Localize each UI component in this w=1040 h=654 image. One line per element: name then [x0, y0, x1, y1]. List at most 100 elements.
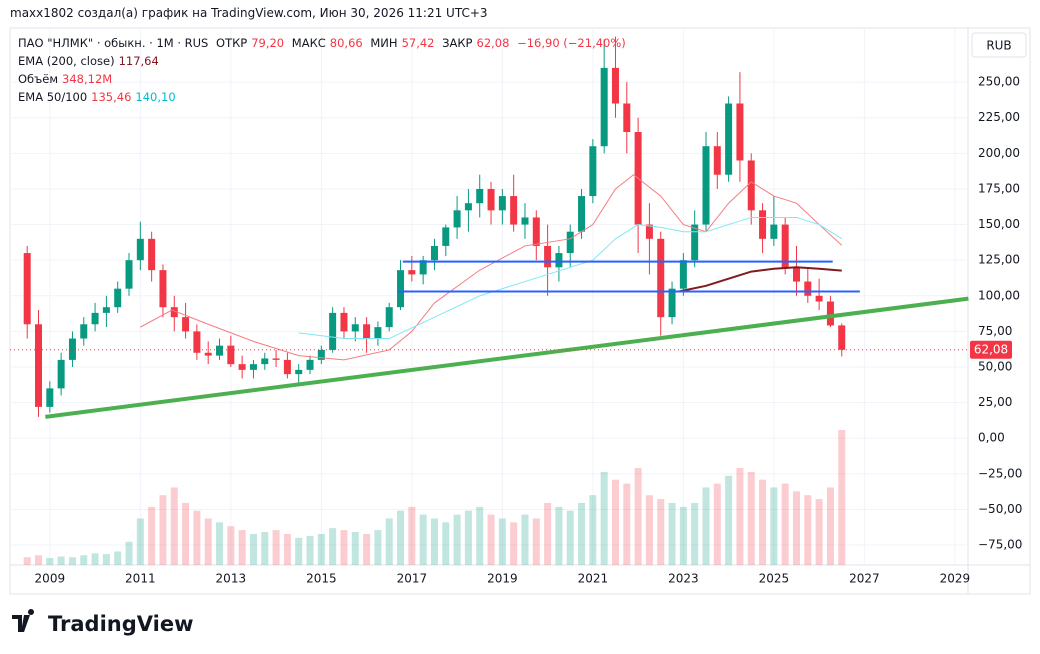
candle-body — [544, 245, 552, 268]
candle-body — [815, 295, 823, 302]
volume-bar — [815, 499, 823, 565]
candle-body — [283, 359, 291, 375]
candle-body — [249, 364, 257, 370]
ema50: 135,46 — [91, 90, 132, 104]
candle-body — [317, 349, 325, 360]
candle-body — [589, 146, 597, 197]
high: 80,66 — [329, 36, 363, 50]
x-tick-label: 2029 — [940, 572, 971, 586]
volume-bar — [295, 537, 303, 565]
candle-body — [306, 359, 314, 370]
candle-body — [238, 364, 246, 370]
volume-bar — [657, 499, 665, 565]
candle-body — [408, 270, 416, 275]
high-label: МАКС — [291, 36, 326, 50]
candle-body — [510, 196, 518, 225]
candle-body — [216, 345, 224, 356]
candle-body — [419, 260, 427, 275]
ema200-label: EMA (200, close) — [18, 54, 115, 68]
candle-body — [713, 146, 721, 175]
candle-body — [759, 210, 767, 239]
candle-body — [114, 288, 122, 308]
volume-bar — [725, 475, 733, 565]
ema-line — [678, 266, 842, 293]
logo-icon — [12, 609, 35, 632]
candle-body — [80, 324, 88, 339]
volume-bar — [634, 468, 642, 565]
volume-bar — [679, 506, 687, 565]
volume-bar — [136, 518, 144, 565]
volume-bar — [363, 533, 371, 565]
volume-bar — [645, 495, 653, 565]
candle-body — [430, 245, 438, 261]
y-tick-label: −50,00 — [978, 502, 1022, 516]
volume-bar — [838, 430, 846, 565]
x-tick-label: 2021 — [578, 572, 609, 586]
volume-bar — [792, 491, 800, 565]
ema-line — [298, 216, 843, 340]
candle-body — [272, 358, 280, 360]
volume-bar — [159, 495, 167, 565]
x-tick-label: 2017 — [397, 572, 428, 586]
candle-body — [611, 67, 619, 104]
volume-bar — [476, 506, 484, 565]
candle-body — [35, 324, 43, 407]
open-label: ОТКР — [216, 36, 248, 50]
volume-bar — [351, 532, 359, 565]
volume-bar — [555, 506, 563, 565]
volume-bar — [216, 522, 224, 565]
volume-bar — [826, 487, 834, 565]
candle-body — [532, 217, 540, 246]
volume-bar — [340, 530, 348, 565]
candle-body — [838, 325, 846, 350]
volume-bar — [668, 502, 676, 565]
candle-body — [555, 253, 563, 268]
volume-bar — [249, 533, 257, 565]
currency: RUB — [986, 39, 1011, 53]
candle-body — [476, 188, 484, 204]
close: 62,08 — [476, 36, 510, 50]
candle-body — [385, 307, 393, 328]
volume-bar — [566, 510, 574, 565]
ema-line — [140, 174, 843, 361]
volume-bar — [306, 535, 314, 565]
low: 57,42 — [401, 36, 435, 50]
candle-body — [351, 324, 359, 332]
x-tick-label: 2015 — [306, 572, 337, 586]
volume-bar — [23, 557, 31, 565]
x-tick-label: 2019 — [487, 572, 518, 586]
volume-bar — [770, 487, 778, 565]
volume-bar — [91, 553, 99, 565]
volume-bar — [578, 502, 586, 565]
candle-body — [521, 217, 529, 225]
volume-bar — [600, 471, 608, 565]
candle-body — [770, 224, 778, 239]
volume-bar — [374, 530, 382, 565]
brand: TradingView — [48, 612, 194, 636]
open: 79,20 — [251, 36, 285, 50]
candle-body — [691, 224, 699, 261]
ema50-100-label: EMA 50/100 — [18, 90, 88, 104]
candle-body — [102, 307, 110, 313]
candle-body — [578, 196, 586, 232]
y-tick-label: 125,00 — [978, 253, 1020, 267]
y-tick-label: −75,00 — [978, 538, 1022, 552]
candle-body — [261, 358, 269, 365]
volume-bar — [272, 530, 280, 565]
volume-label: Объём — [18, 72, 59, 86]
volume-bar — [204, 518, 212, 565]
candle-body — [600, 67, 608, 147]
volume-bar — [46, 558, 54, 565]
volume-bar — [691, 502, 699, 565]
candle-body — [668, 288, 676, 318]
volume-bar — [544, 502, 552, 565]
candle-body — [736, 103, 744, 161]
candle-body — [442, 227, 450, 246]
candle-body — [498, 196, 506, 211]
currency-box[interactable] — [971, 32, 1027, 58]
change: −16,90 (−21,40%) — [517, 36, 626, 50]
candle-body — [826, 301, 834, 326]
candle-body — [170, 307, 178, 318]
volume-bar — [781, 483, 789, 565]
